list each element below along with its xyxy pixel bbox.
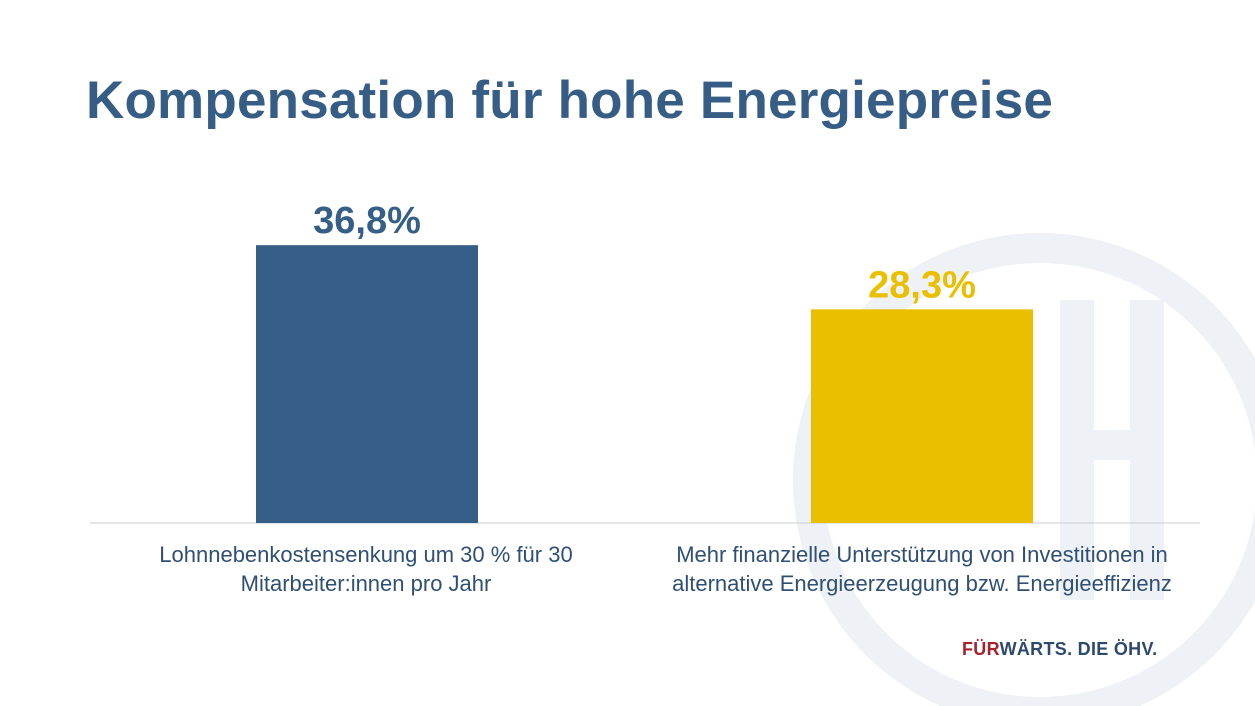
brand-slogan-accent: FÜR [962, 639, 1000, 659]
brand-slogan-rest: WÄRTS. DIE ÖHV. [999, 639, 1158, 659]
data-label-1: 36,8% [313, 200, 421, 242]
brand-slogan: FÜRWÄRTS. DIE ÖHV. [962, 639, 1157, 660]
data-label-2: 28,3% [868, 264, 976, 306]
bar-2 [811, 309, 1033, 523]
chart-title: Kompensation für hohe Energiepreise [86, 71, 1054, 130]
bar-1 [256, 245, 478, 523]
category-label-1: Lohnnebenkostensenkung um 30 % für 30 Mi… [159, 542, 573, 596]
category-label-2: Mehr finanzielle Unterstützung von Inves… [672, 542, 1172, 596]
